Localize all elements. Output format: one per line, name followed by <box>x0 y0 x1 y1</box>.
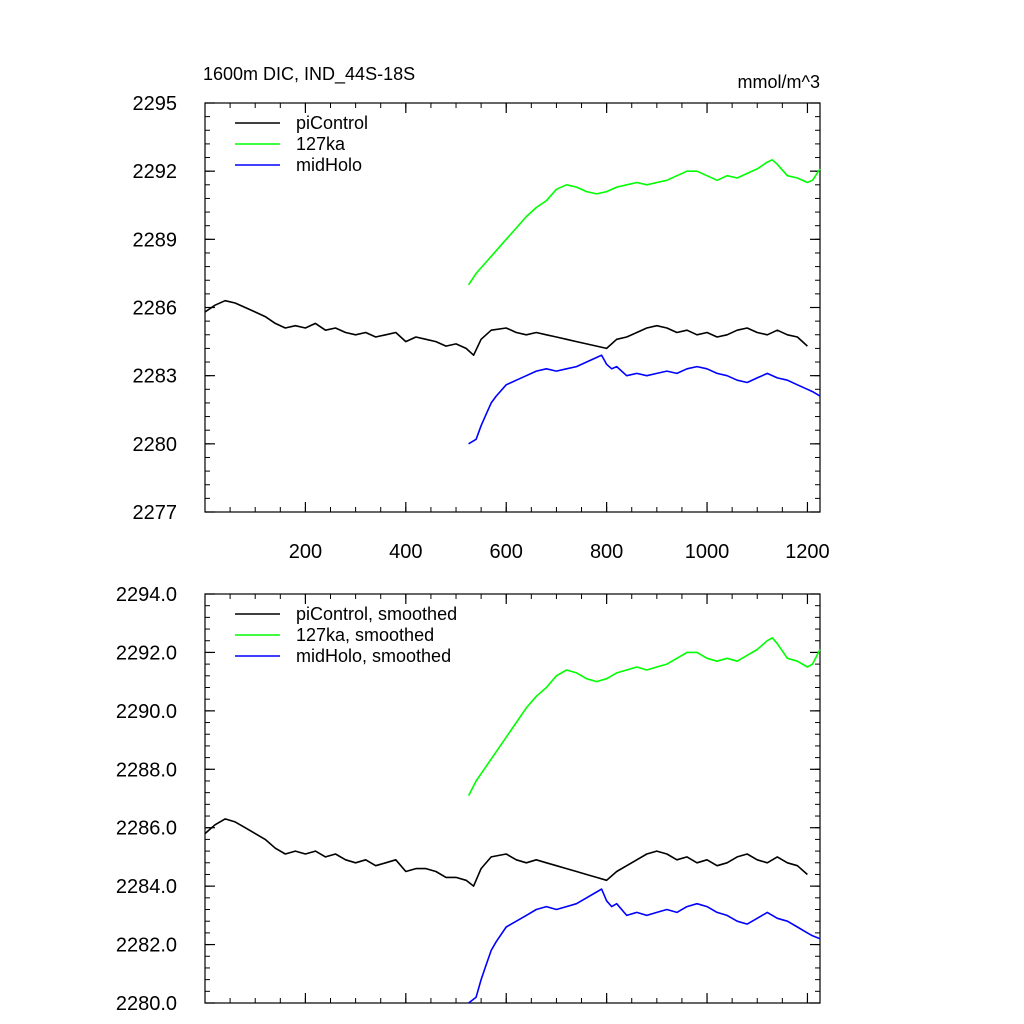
plot-frame <box>204 593 821 1004</box>
x-tick-label: 800 <box>590 541 623 563</box>
figure-title: 1600m DIC, IND_44S-18S <box>203 64 415 85</box>
y-tick-label: 2290.0 <box>116 701 177 723</box>
series-line-picontrol <box>204 299 808 357</box>
legend-label: midHolo <box>296 155 362 175</box>
y-tick-label: 2295 <box>133 93 178 115</box>
x-tick-label: 200 <box>289 541 322 563</box>
legend-label: piControl, smoothed <box>296 604 457 624</box>
series-line-midholo <box>468 354 821 445</box>
series-line-midholo <box>468 888 821 1004</box>
y-tick-label: 2292 <box>133 161 178 183</box>
legend-label: piControl <box>296 113 368 133</box>
y-tick-label: 2280 <box>133 434 178 456</box>
x-tick-label: 1200 <box>785 541 830 563</box>
y-tick-label: 2283 <box>133 366 178 388</box>
units-label: mmol/m^3 <box>738 72 820 92</box>
y-tick-label: 2289 <box>133 229 178 251</box>
y-tick-label: 2292.0 <box>116 642 177 664</box>
x-tick-label: 400 <box>389 541 422 563</box>
y-tick-label: 2286 <box>133 298 178 320</box>
legend-label: 127ka <box>296 134 346 154</box>
y-tick-label: 2280.0 <box>116 993 177 1015</box>
top-panel: 2277 2280 2283 2286 2289 2292 2295 200 400 600 800… <box>133 93 830 563</box>
y-tick-label: 2282.0 <box>116 935 177 957</box>
bottom-panel: 2280.0 2282.0 2284.0 2286.0 2288.0 2290.0 2292… <box>116 584 821 1015</box>
legend-label: 127ka, smoothed <box>296 625 434 645</box>
y-tick-label: 2284.0 <box>116 876 177 898</box>
series-line-127ka <box>467 636 821 796</box>
x-tick-label: 1000 <box>685 541 730 563</box>
x-tick-label: 600 <box>490 541 523 563</box>
y-tick-label: 2294.0 <box>116 584 177 606</box>
legend-label: midHolo, smoothed <box>296 646 451 666</box>
y-tick-label: 2277 <box>133 502 178 524</box>
y-tick-label: 2288.0 <box>116 759 177 781</box>
y-tick-label: 2286.0 <box>116 818 177 840</box>
series-line-picontrol <box>204 818 808 887</box>
series-line-127ka <box>467 159 821 286</box>
